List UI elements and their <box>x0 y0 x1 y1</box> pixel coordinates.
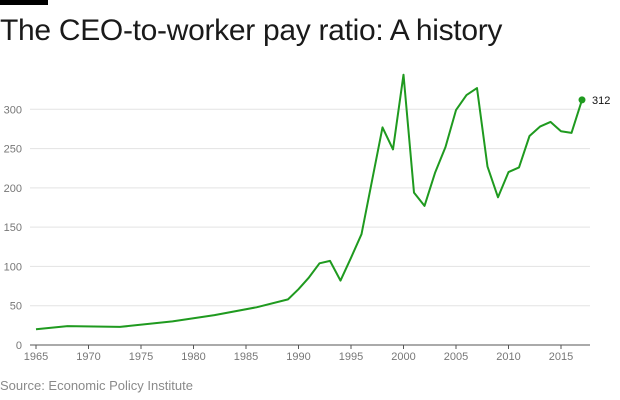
y-tick-label: 100 <box>4 261 22 273</box>
end-point-marker <box>578 96 586 104</box>
grid-lines <box>30 108 590 307</box>
x-tick-label: 2005 <box>444 351 468 363</box>
data-series: 312 <box>35 73 610 331</box>
y-tick-label: 200 <box>4 183 22 195</box>
x-tick-label: 1990 <box>286 351 310 363</box>
y-tick-label: 300 <box>4 104 22 116</box>
y-tick-label: 150 <box>4 222 22 234</box>
source-note: Source: Economic Policy Institute <box>0 378 193 393</box>
end-value-label: 312 <box>592 95 610 107</box>
y-tick-labels: 0 50 100 150 200 250 300 <box>4 104 22 352</box>
x-tick-label: 1965 <box>24 351 48 363</box>
x-tick-label: 2010 <box>496 351 520 363</box>
series-line <box>35 73 583 331</box>
x-tick-label: 2015 <box>549 351 573 363</box>
x-tick-label: 1985 <box>234 351 258 363</box>
x-axis: 1965 1970 1975 1980 1985 1990 1995 2000 2005 2010… <box>24 344 590 363</box>
y-tick-label: 250 <box>4 144 22 156</box>
x-tick-label: 2000 <box>391 351 415 363</box>
x-tick-label: 1970 <box>76 351 100 363</box>
x-tick-label: 1995 <box>339 351 363 363</box>
title-accent-bar <box>0 0 48 5</box>
y-tick-label: 50 <box>10 301 22 313</box>
page-title: The CEO-to-worker pay ratio: A history <box>0 14 503 47</box>
x-tick-label: 1975 <box>129 351 153 363</box>
x-tick-label: 1980 <box>181 351 205 363</box>
y-tick-label: 0 <box>16 340 22 352</box>
